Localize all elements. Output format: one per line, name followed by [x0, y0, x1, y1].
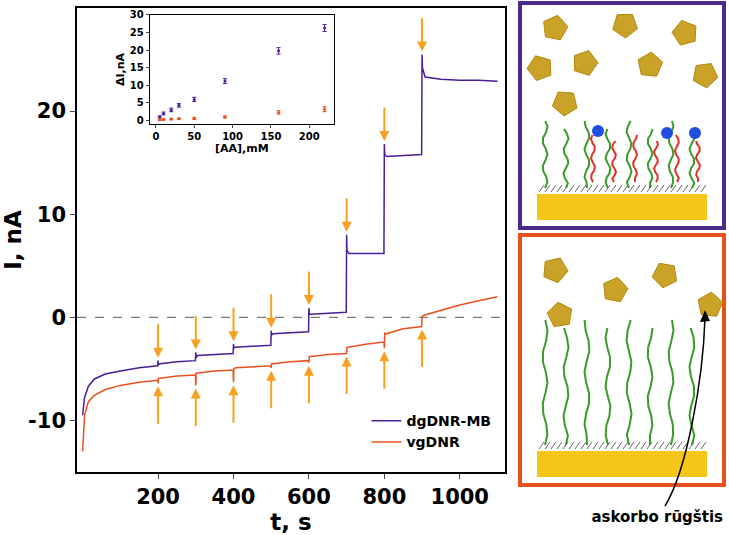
svg-text:1000: 1000 [431, 485, 489, 509]
svg-text:-10: -10 [28, 409, 66, 433]
svg-text:100: 100 [222, 131, 243, 142]
svg-text:20: 20 [37, 99, 66, 123]
svg-text:200: 200 [136, 485, 180, 509]
svg-text:5: 5 [137, 97, 144, 108]
svg-text:[AA],mM: [AA],mM [215, 142, 269, 155]
svg-text:400: 400 [212, 485, 256, 509]
svg-text:800: 800 [362, 485, 406, 509]
svg-text:150: 150 [260, 131, 281, 142]
svg-text:I, nA: I, nA [0, 210, 26, 270]
svg-text:25: 25 [130, 27, 144, 38]
svg-text:10: 10 [37, 203, 66, 227]
svg-text:50: 50 [187, 131, 201, 142]
svg-text:t, s: t, s [270, 509, 311, 535]
svg-text:0: 0 [152, 131, 159, 142]
svg-text:30: 30 [130, 9, 144, 20]
svg-text:10: 10 [130, 80, 144, 91]
svg-text:0: 0 [51, 306, 66, 330]
svg-text:ΔI,nA: ΔI,nA [114, 52, 127, 86]
svg-text:vgDNR: vgDNR [406, 434, 459, 450]
svg-text:dgDNR-MB: dgDNR-MB [406, 413, 491, 429]
svg-text:200: 200 [299, 131, 320, 142]
svg-text:600: 600 [287, 485, 331, 509]
svg-text:0: 0 [137, 115, 144, 126]
svg-text:20: 20 [130, 45, 144, 56]
svg-text:askorbo rūgštis: askorbo rūgštis [591, 508, 723, 526]
svg-text:15: 15 [130, 62, 144, 73]
